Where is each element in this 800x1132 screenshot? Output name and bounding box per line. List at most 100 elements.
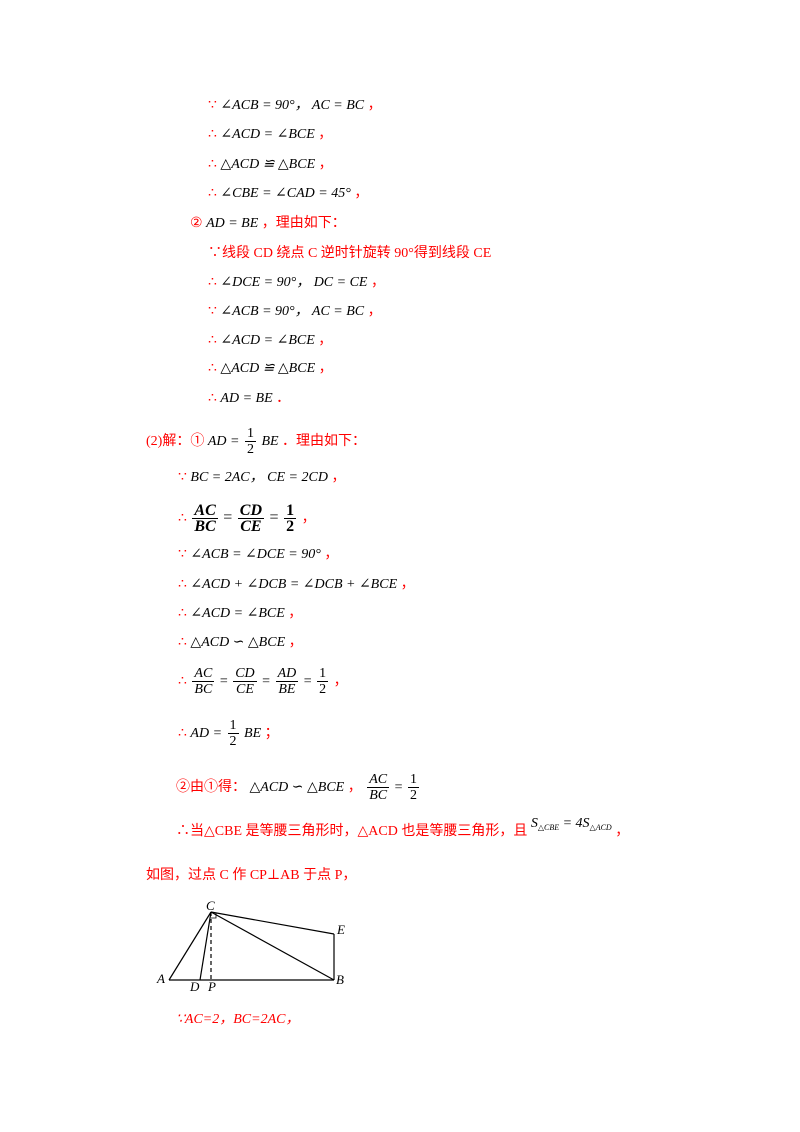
- fraction-numerator: AC: [192, 502, 218, 520]
- fraction: 1 2: [408, 772, 420, 804]
- fraction-denominator: BC: [369, 788, 388, 804]
- label-e: E: [336, 922, 345, 937]
- fraction: 1 2: [227, 718, 239, 750]
- math-expression: ∠ACD + ∠DCB = ∠DCB + ∠BCE: [190, 577, 398, 592]
- math-expression: △ACD ∽ △BCE: [249, 780, 345, 795]
- therefore-symbol: ∴: [208, 186, 217, 201]
- proof-line: ∵线段 CD 绕点 C 逆时针旋转 90°得到线段 CE: [208, 245, 491, 263]
- segment-ce: [210, 911, 335, 935]
- proof-line: ∴ △ACD ∽ △BCE ，: [178, 634, 303, 652]
- therefore-symbol: ∴: [208, 361, 217, 376]
- fraction-denominator: 2: [286, 518, 295, 536]
- fraction-numerator: AD: [275, 666, 299, 683]
- math-expression: ∠CBE = ∠CAD = 45°: [220, 186, 351, 201]
- proof-text: ．理由如下：: [282, 434, 367, 449]
- therefore-symbol: ∴: [178, 606, 187, 621]
- math-expression: ∠ACD = ∠BCE: [190, 606, 285, 621]
- fraction-denominator: 2: [229, 734, 237, 750]
- punctuation: ，: [367, 304, 382, 319]
- math-expression: ∠ACB = 90°， AC = BC: [220, 304, 365, 319]
- proof-text: ②由①得：: [176, 780, 246, 795]
- punctuation: ，: [333, 674, 348, 689]
- math-expression: ∠ACB = 90°， AC = BC: [220, 98, 365, 113]
- math-expression: BE: [244, 726, 262, 741]
- math-expression: ∠ACB = ∠DCE = 90°: [190, 547, 321, 562]
- therefore-symbol: ∴: [178, 577, 187, 592]
- punctuation: ，: [318, 127, 333, 142]
- area-subscript: △ACD: [589, 823, 612, 832]
- proof-text: ，理由如下：: [261, 216, 346, 231]
- fraction-numerator: AC: [192, 666, 215, 683]
- fraction-denominator: BC: [194, 682, 213, 698]
- math-expression: ∠ACD = ∠BCE: [220, 127, 315, 142]
- area-symbol: S: [530, 816, 538, 831]
- math-expression: AD =: [207, 434, 240, 449]
- right-angle-marker: [211, 913, 217, 919]
- math-expression: BC = 2AC， CE = 2CD: [190, 470, 328, 485]
- fraction: 1 2: [244, 426, 256, 458]
- proof-line: ∴ AD = BE ．: [208, 390, 290, 408]
- equals-sign: =: [394, 780, 403, 795]
- fraction: AC BC: [367, 772, 390, 804]
- label-d: D: [189, 979, 200, 994]
- proof-text: ∵AC=2，BC=2AC，: [176, 1012, 300, 1027]
- punctuation: ，: [318, 333, 333, 348]
- proof-text: ∵线段 CD 绕点 C 逆时针旋转 90°得到线段 CE: [208, 246, 492, 261]
- proof-line: (2)解：① AD = 1 2 BE ．理由如下：: [146, 424, 366, 460]
- fraction-numerator: CD: [233, 666, 257, 683]
- proof-line: ∴ ∠CBE = ∠CAD = 45° ，: [208, 185, 368, 203]
- equals-sign: =: [303, 674, 312, 689]
- label-b: B: [336, 972, 344, 987]
- area-expression: S△CBE = 4S△ACD: [530, 816, 615, 832]
- math-expression: BE: [261, 434, 279, 449]
- punctuation: ，: [318, 361, 333, 376]
- math-expression: AD = BE: [220, 391, 273, 406]
- proof-line: ∴ △ACD ≌ △BCE ，: [208, 360, 333, 378]
- equals-sign: =: [219, 674, 228, 689]
- therefore-symbol: ∴: [208, 127, 217, 142]
- punctuation: ，: [301, 511, 316, 526]
- punctuation: ；: [264, 726, 279, 741]
- proof-line: ∴ ∠ACD = ∠BCE ，: [208, 332, 332, 350]
- therefore-symbol: ∴: [208, 275, 217, 290]
- math-expression: AD =: [190, 726, 223, 741]
- fraction-denominator: 2: [410, 788, 418, 804]
- punctuation: ，: [288, 606, 303, 621]
- punctuation: ，: [331, 470, 346, 485]
- proof-line: ∵ ∠ACB = 90°， AC = BC ，: [208, 303, 382, 321]
- fraction-numerator: 1: [408, 772, 420, 789]
- proof-text: 如图，过点 C 作 CP⊥AB 于点 P，: [146, 868, 357, 883]
- fraction-denominator: 2: [246, 442, 254, 458]
- math-expression: ∠DCE = 90°， DC = CE: [220, 275, 368, 290]
- area-subscript: △CBE: [537, 823, 560, 832]
- part-label: (2)解：①: [146, 434, 205, 449]
- math-expression: ∠ACD = ∠BCE: [220, 333, 315, 348]
- fraction-numerator: 1: [227, 718, 239, 735]
- fraction-denominator: 2: [319, 682, 327, 698]
- therefore-symbol: ∴: [178, 726, 187, 741]
- label-p: P: [207, 979, 216, 994]
- fraction-numerator: CD: [237, 502, 265, 520]
- fraction: AC BC: [192, 502, 218, 535]
- proof-line: ∵AC=2，BC=2AC，: [176, 1011, 299, 1029]
- because-symbol: ∵: [178, 547, 187, 562]
- punctuation: ，: [615, 824, 630, 839]
- equals-sign: =: [262, 674, 271, 689]
- proof-line: ∴ ∠DCE = 90°， DC = CE ，: [208, 274, 385, 292]
- proof-line: ∵ ∠ACB = 90°， AC = BC ，: [208, 97, 382, 115]
- proof-line: ∵ ∠ACB = ∠DCE = 90° ，: [178, 546, 338, 564]
- proof-line: ∴ AC BC = CD CE = AD BE = 1 2 ，: [178, 662, 348, 702]
- fraction: 1 2: [284, 502, 297, 536]
- fraction-numerator: 1: [284, 502, 297, 520]
- proof-line: ∵ BC = 2AC， CE = 2CD ，: [178, 469, 345, 487]
- segment-ac: [168, 911, 212, 981]
- punctuation: ，: [324, 547, 339, 562]
- segment-cd: [199, 911, 212, 981]
- math-expression: △ACD ∽ △BCE: [190, 635, 286, 650]
- proof-text: ∴当△CBE 是等腰三角形时，△ACD 也是等腰三角形，且: [176, 824, 528, 839]
- label-a: A: [156, 971, 165, 986]
- punctuation: ，: [400, 577, 415, 592]
- fraction: 1 2: [317, 666, 329, 698]
- fraction: AD BE: [275, 666, 299, 697]
- proof-line: 如图，过点 C 作 CP⊥AB 于点 P，: [146, 867, 356, 885]
